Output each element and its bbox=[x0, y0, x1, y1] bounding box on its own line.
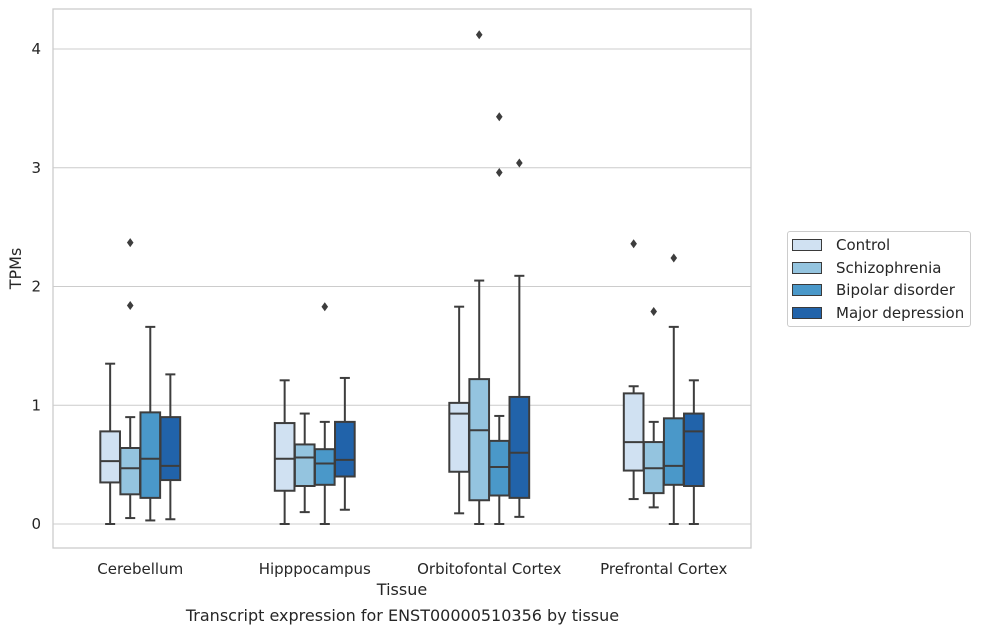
legend-label-major-depression: Major depression bbox=[836, 304, 965, 322]
outlier-schizophrenia bbox=[475, 30, 483, 40]
box-schizophrenia bbox=[468, 378, 491, 502]
legend-label-control: Control bbox=[836, 236, 891, 254]
chart-caption: Transcript expression for ENST0000051035… bbox=[185, 606, 620, 625]
box-bipolar-disorder bbox=[313, 448, 336, 486]
y-tick-label: 1 bbox=[31, 396, 41, 414]
box-bipolar-disorder bbox=[139, 411, 162, 499]
legend-item-bipolar-disorder: Bipolar disorder bbox=[792, 280, 955, 300]
outlier-bipolar-disorder bbox=[495, 112, 503, 122]
box-major-depression bbox=[683, 412, 705, 487]
legend-item-schizophrenia: Schizophrenia bbox=[792, 258, 941, 278]
box-control bbox=[622, 392, 645, 472]
outlier-schizophrenia bbox=[126, 238, 134, 248]
legend-swatch-schizophrenia bbox=[792, 262, 822, 274]
outlier-schizophrenia bbox=[650, 306, 658, 316]
x-tick-label: Orbitofontal Cortex bbox=[417, 560, 561, 578]
outlier-bipolar-disorder bbox=[321, 302, 329, 312]
box-bipolar-disorder bbox=[488, 439, 511, 497]
box-major-depression bbox=[334, 420, 356, 478]
box-major-depression bbox=[508, 395, 531, 499]
legend-label-bipolar-disorder: Bipolar disorder bbox=[836, 281, 955, 299]
x-tick-label: Hipppocampus bbox=[259, 560, 371, 578]
outlier-schizophrenia bbox=[126, 301, 134, 310]
box-bipolar-disorder bbox=[662, 417, 685, 486]
y-tick-label: 4 bbox=[31, 40, 41, 58]
y-tick-label: 3 bbox=[31, 159, 41, 177]
chart-legend: Control Schizophrenia Bipolar disorder M… bbox=[787, 231, 971, 327]
x-axis-label: Tissue bbox=[376, 580, 427, 599]
legend-swatch-major-depression bbox=[792, 307, 822, 319]
outlier-major-depression bbox=[516, 158, 523, 168]
legend-swatch-control bbox=[792, 239, 822, 251]
box-control bbox=[273, 422, 296, 492]
legend-item-control: Control bbox=[792, 235, 890, 255]
y-tick-label: 0 bbox=[31, 515, 41, 533]
box-schizophrenia bbox=[293, 443, 316, 487]
legend-item-major-depression: Major depression bbox=[792, 303, 964, 323]
y-axis-label: TPMs bbox=[6, 248, 25, 291]
legend-label-schizophrenia: Schizophrenia bbox=[836, 259, 942, 277]
x-tick-label: Cerebellum bbox=[97, 560, 183, 578]
box-control bbox=[99, 430, 121, 484]
y-tick-label: 2 bbox=[31, 278, 41, 296]
box-schizophrenia bbox=[119, 447, 142, 496]
plot-frame bbox=[52, 8, 752, 549]
x-tick-label: Prefrontal Cortex bbox=[600, 560, 727, 578]
outlier-control bbox=[630, 239, 637, 249]
box-major-depression bbox=[159, 416, 182, 482]
outlier-bipolar-disorder bbox=[495, 168, 503, 177]
legend-swatch-bipolar-disorder bbox=[792, 284, 822, 296]
outlier-bipolar-disorder bbox=[670, 253, 678, 263]
